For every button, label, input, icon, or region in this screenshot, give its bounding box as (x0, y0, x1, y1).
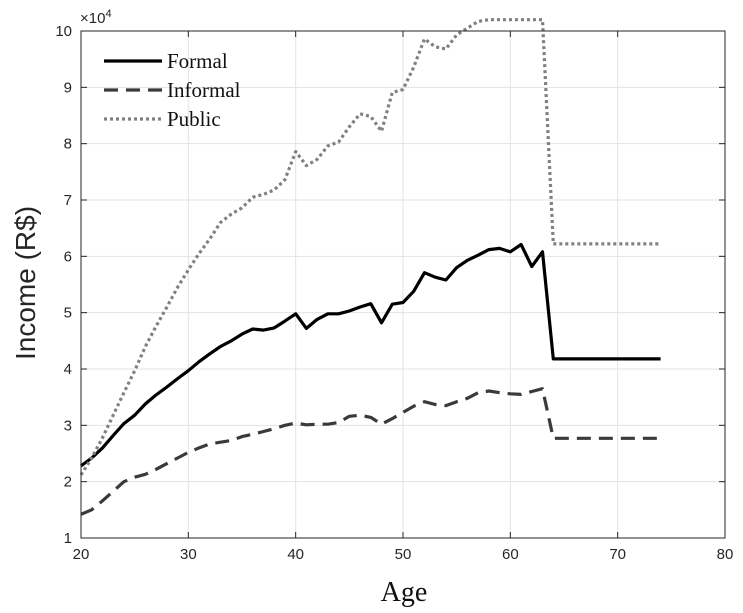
tick-labels: 20 30 40 50 60 70 80 1 2 3 4 5 6 7 8 9 10 (55, 23, 733, 563)
y-tick-label: 10 (55, 23, 72, 40)
y-tick-label: 3 (64, 417, 72, 434)
y-tick-label: 7 (64, 192, 72, 209)
y-tick-label: 2 (64, 474, 72, 491)
series-line-formal (80, 242, 661, 468)
y-exponent-label: ×104 (80, 8, 112, 27)
legend-label-formal: Formal (167, 49, 228, 73)
y-tick-label: 5 (64, 305, 72, 322)
y-exponent-power: 4 (105, 8, 111, 20)
legend-label-informal: Informal (167, 78, 241, 102)
x-tick-label: 60 (502, 546, 519, 563)
series-line-public (79, 18, 661, 476)
x-tick-label: 20 (73, 546, 90, 563)
series-lines (79, 18, 661, 516)
x-tick-label: 80 (717, 546, 734, 563)
y-tick-label: 4 (64, 361, 72, 378)
x-tick-label: 50 (395, 546, 412, 563)
y-tick-label: 8 (64, 136, 72, 153)
y-tick-label: 9 (64, 79, 72, 96)
legend-label-public: Public (167, 107, 221, 131)
legend: Formal Informal Public (104, 49, 241, 131)
y-tick-label: 1 (64, 530, 72, 547)
x-tick-label: 40 (287, 546, 304, 563)
series-line-informal (80, 387, 661, 516)
tick-marks (80, 30, 726, 539)
x-axis-label: Age (381, 577, 428, 608)
y-axis-label: Income (R$) (10, 206, 41, 360)
y-tick-label: 6 (64, 248, 72, 265)
x-tick-label: 30 (180, 546, 197, 563)
y-exponent-base: ×10 (80, 10, 105, 27)
x-tick-label: 70 (609, 546, 626, 563)
